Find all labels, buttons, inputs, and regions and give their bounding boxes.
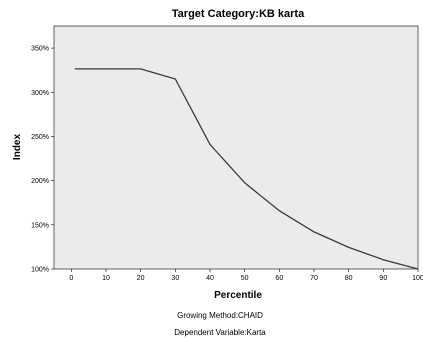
y-tick-label: 200% bbox=[31, 178, 49, 185]
y-tick-label: 350% bbox=[31, 46, 49, 53]
y-tick-label: 250% bbox=[31, 134, 49, 141]
x-tick-label: 10 bbox=[102, 275, 110, 282]
x-axis-title: Percentile bbox=[214, 290, 262, 301]
x-tick-label: 70 bbox=[310, 275, 318, 282]
x-tick-label: 40 bbox=[206, 275, 214, 282]
x-tick-label: 0 bbox=[69, 275, 73, 282]
y-axis: 100% 150% 200% 250% 300% 350% bbox=[31, 46, 54, 274]
x-tick-label: 30 bbox=[171, 275, 179, 282]
plot-area bbox=[53, 25, 419, 270]
x-tick-label: 60 bbox=[275, 275, 283, 282]
dependent-variable-note: Dependent Variable:Karta bbox=[174, 328, 266, 337]
y-tick-label: 100% bbox=[31, 267, 49, 274]
x-tick-label: 100 bbox=[412, 275, 423, 282]
x-axis: 0 10 20 30 40 50 60 70 80 90 100 bbox=[69, 269, 423, 282]
chart-title: Target Category:KB karta bbox=[172, 8, 305, 20]
x-tick-label: 20 bbox=[137, 275, 145, 282]
x-tick-label: 90 bbox=[379, 275, 387, 282]
x-tick-label: 80 bbox=[345, 275, 353, 282]
x-tick-label: 50 bbox=[241, 275, 249, 282]
y-axis-title: Index bbox=[12, 134, 23, 161]
growing-method-note: Growing Method:CHAID bbox=[177, 311, 263, 320]
series-line bbox=[74, 68, 419, 270]
y-tick-label: 150% bbox=[31, 222, 49, 229]
y-tick-label: 300% bbox=[31, 90, 49, 97]
